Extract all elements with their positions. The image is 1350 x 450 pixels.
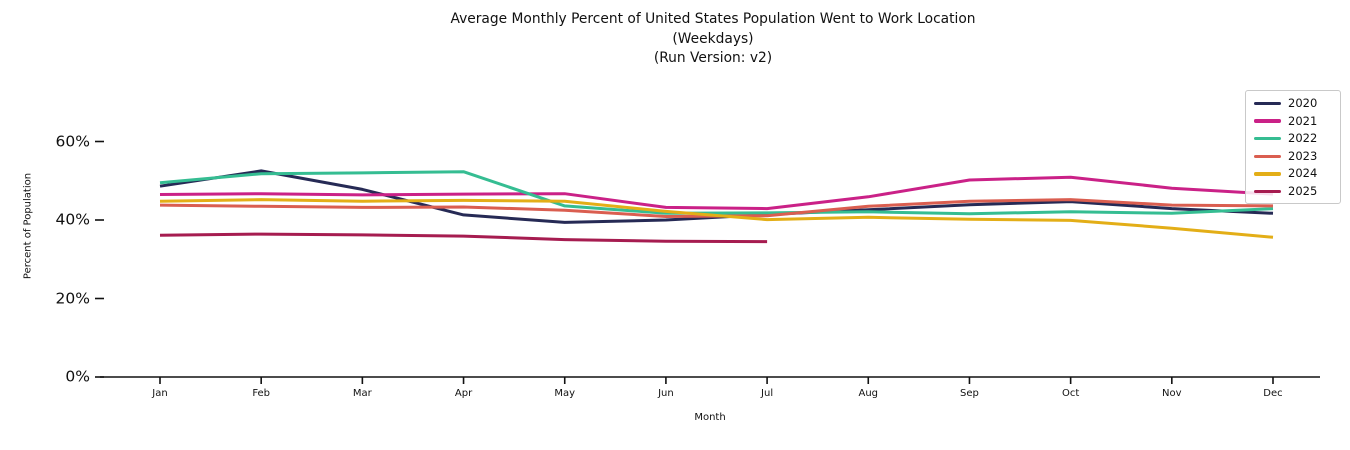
y-tick-label: 20% [55,289,90,308]
series-line-2024 [159,198,1274,239]
x-tick-label: Feb [252,388,271,399]
legend-line-swatch [1254,189,1281,194]
legend-entry-2021: 2021 [1254,113,1332,128]
x-tick-label: Aug [858,388,879,399]
legend-entry-2020: 2020 [1254,97,1332,110]
x-tick-label: Jun [658,388,674,399]
legend-label: 2025 [1288,183,1318,198]
chart-subtitle: (Weekdays) [672,30,754,47]
legend-line-swatch [1254,101,1281,106]
x-tick-label: Sep [960,388,979,399]
legend-line-swatch [1254,154,1281,158]
series-line-2025 [159,232,768,244]
legend-box: 2020 2021 2022 2023 2024 2025 [1245,90,1341,204]
legend-label: 2021 [1288,113,1318,128]
x-tick-label: May [554,388,576,399]
legend-entry-2025: 2025 [1254,183,1332,198]
chart-title: Average Monthly Percent of United States… [450,11,976,27]
x-tick-label: Jan [152,388,168,399]
y-tick-label: 40% [55,210,90,229]
x-tick-label: Jul [761,388,774,399]
x-tick-label: Apr [454,388,473,399]
legend-label: 2022 [1288,131,1318,146]
legend-label: 2024 [1288,166,1318,181]
series-line-2022 [159,170,1274,216]
legend-line-swatch [1254,119,1281,123]
legend-entry-2024: 2024 [1254,167,1332,180]
legend-line-swatch [1254,136,1281,141]
x-tick-label: Oct [1061,388,1080,399]
x-tick-label: Dec [1263,388,1283,399]
y-tick-label: 0% [65,367,90,386]
legend-label: 2023 [1288,148,1318,163]
legend-entry-2022: 2022 [1254,132,1332,145]
y-tick-label: 60% [55,132,90,151]
x-tick-label: Mar [352,388,372,399]
x-tick-label: Nov [1162,388,1182,399]
legend-line-swatch [1254,172,1281,176]
chart-run-version: (Run Version: v2) [653,50,773,66]
legend-entry-2023: 2023 [1254,148,1332,163]
chart-title-block: Average Monthly Percent of United States… [78,10,1348,69]
legend-label: 2020 [1288,96,1318,110]
y-axis-title: Percent of Population [22,172,34,280]
series-line-2021 [159,175,1274,211]
x-axis-title: Month [694,412,726,423]
